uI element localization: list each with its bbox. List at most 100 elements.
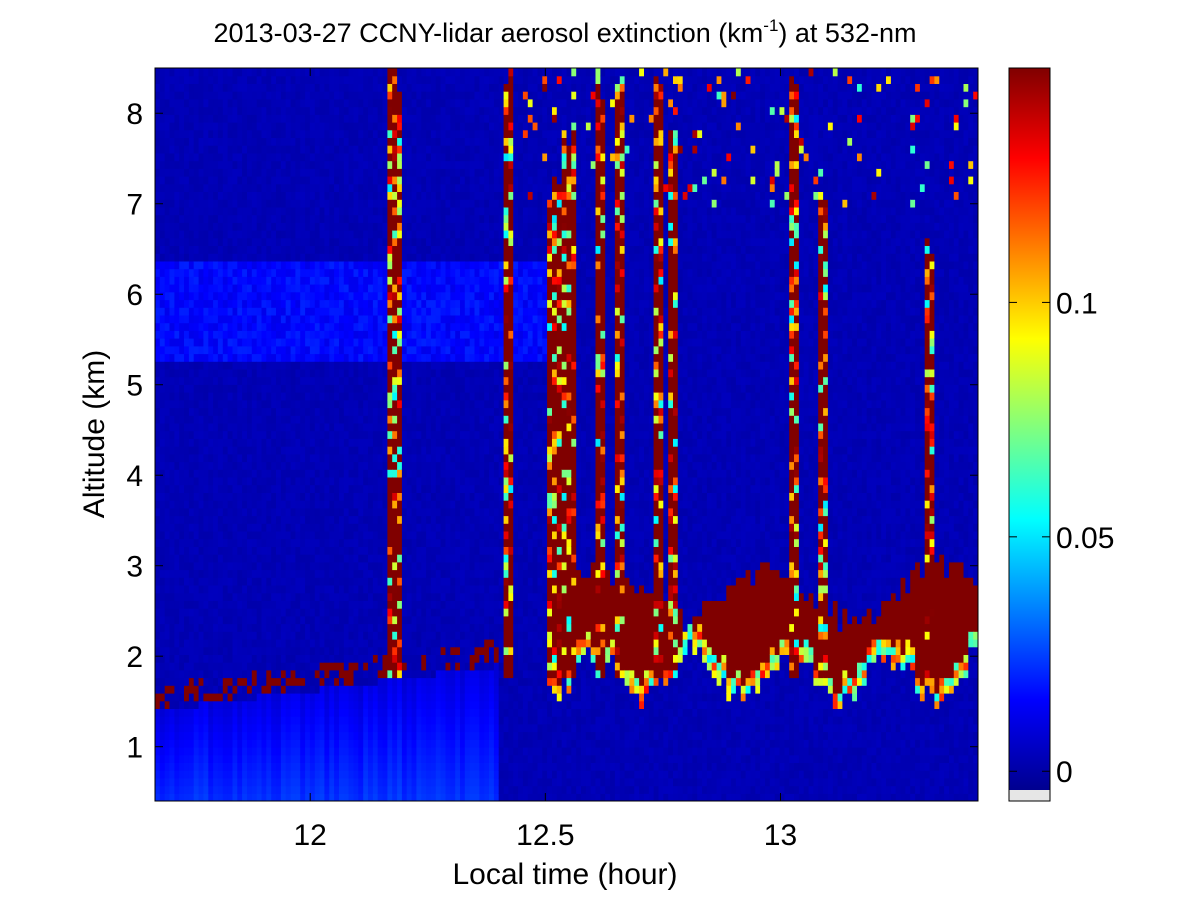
heatmap-cell: [319, 145, 325, 154]
heatmap-cell: [343, 600, 350, 609]
heatmap-cell: [363, 693, 369, 702]
heatmap-cell: [184, 276, 190, 285]
heatmap-cell: [188, 785, 195, 794]
heatmap-cell: [343, 608, 350, 617]
heatmap-cell: [280, 723, 287, 733]
heatmap-cell: [397, 422, 403, 432]
heatmap-cell: [242, 422, 248, 432]
heatmap-cell: [198, 168, 204, 177]
heatmap-cell: [353, 615, 359, 625]
heatmap-cell: [406, 639, 413, 648]
heatmap-cell: [217, 299, 224, 308]
heatmap-cell: [300, 685, 306, 694]
heatmap-cell: [155, 453, 161, 463]
heatmap-cell: [208, 476, 214, 486]
heatmap-cell: [353, 770, 359, 779]
heatmap-cell: [271, 515, 277, 524]
heatmap-cell: [247, 199, 253, 208]
heatmap-cell: [406, 484, 413, 493]
heatmap-cell: [193, 631, 200, 640]
heatmap-cell: [169, 739, 175, 748]
heatmap-cell: [397, 500, 403, 509]
heatmap-cell: [329, 245, 335, 254]
heatmap-cell: [348, 515, 354, 524]
heatmap-cell: [363, 345, 369, 355]
heatmap-cell: [314, 639, 321, 648]
heatmap-cell: [261, 639, 267, 648]
heatmap-cell: [164, 615, 171, 625]
heatmap-cell: [290, 199, 296, 208]
heatmap-cell: [363, 716, 369, 725]
heatmap-cell: [329, 152, 335, 162]
heatmap-cell: [392, 199, 398, 208]
heatmap-cell: [155, 461, 161, 470]
heatmap-cell: [397, 98, 403, 108]
heatmap-cell: [382, 669, 388, 679]
heatmap-cell: [169, 376, 175, 385]
heatmap-cell: [397, 245, 403, 254]
heatmap-cell: [300, 314, 306, 324]
heatmap-cell: [329, 338, 335, 347]
heatmap-cell: [251, 569, 258, 578]
heatmap-cell: [300, 222, 306, 231]
heatmap-cell: [179, 338, 185, 347]
heatmap-cell: [242, 716, 248, 725]
heatmap-cell: [305, 577, 311, 586]
heatmap-cell: [334, 561, 340, 571]
heatmap-cell: [348, 83, 354, 92]
heatmap-cell: [305, 191, 311, 200]
heatmap-cell: [353, 415, 359, 424]
heatmap-cell: [227, 492, 233, 501]
heatmap-cell: [251, 168, 258, 177]
heatmap-cell: [232, 222, 238, 231]
heatmap-cell: [227, 345, 233, 355]
heatmap-cell: [232, 345, 238, 355]
heatmap-cell: [319, 492, 325, 501]
heatmap-cell: [276, 654, 282, 663]
heatmap-cell: [368, 284, 374, 293]
heatmap-cell: [377, 777, 384, 787]
heatmap-cell: [261, 754, 267, 763]
heatmap-cell: [222, 785, 229, 794]
heatmap-cell: [251, 561, 258, 571]
heatmap-cell: [382, 299, 388, 308]
heatmap-cell: [377, 592, 384, 601]
heatmap-cell: [285, 291, 292, 301]
heatmap-cell: [174, 461, 180, 470]
heatmap-cell: [348, 314, 354, 324]
heatmap-cell: [339, 314, 345, 324]
heatmap-cell: [382, 430, 388, 439]
heatmap-cell: [401, 91, 408, 100]
heatmap-cell: [247, 685, 253, 694]
heatmap-cell: [329, 484, 335, 493]
heatmap-cell: [300, 785, 306, 794]
heatmap-cell: [188, 569, 195, 578]
heatmap-cell: [368, 693, 374, 702]
heatmap-cell: [184, 75, 190, 84]
heatmap-cell: [184, 98, 190, 108]
heatmap-cell: [256, 122, 263, 131]
heatmap-cell: [309, 762, 316, 771]
heatmap-cell: [406, 770, 413, 779]
heatmap-cell: [222, 546, 229, 555]
heatmap-cell: [305, 415, 311, 424]
heatmap-cell: [319, 129, 325, 138]
heatmap-cell: [174, 793, 180, 801]
heatmap-cell: [319, 314, 325, 324]
heatmap-cell: [247, 669, 253, 679]
heatmap-cell: [174, 623, 180, 632]
heatmap-cell: [251, 106, 258, 115]
heatmap-cell: [329, 422, 335, 432]
heatmap-cell: [387, 114, 393, 123]
heatmap-cell: [324, 446, 330, 455]
heatmap-cell: [184, 646, 190, 655]
heatmap-cell: [401, 438, 408, 447]
heatmap-cell: [285, 492, 292, 501]
heatmap-cell: [237, 122, 243, 131]
heatmap-cell: [358, 785, 364, 794]
heatmap-cell: [227, 623, 233, 632]
heatmap-cell: [232, 291, 238, 301]
heatmap-cell: [329, 322, 335, 331]
heatmap-cell: [179, 492, 185, 501]
heatmap-cell: [343, 353, 350, 362]
